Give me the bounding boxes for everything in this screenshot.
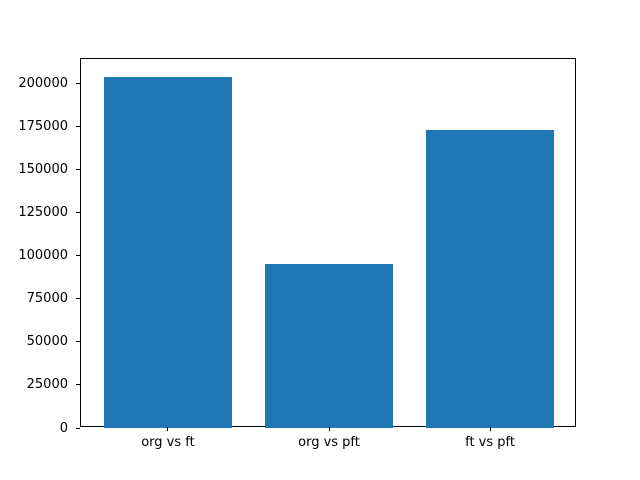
x-tick-label: org vs pft bbox=[298, 435, 360, 450]
bar-org-vs-ft bbox=[103, 76, 233, 428]
x-tick-mark bbox=[167, 427, 169, 431]
y-tick-label: 50000 bbox=[26, 334, 68, 350]
y-tick-label: 100000 bbox=[18, 248, 68, 264]
y-tick-mark bbox=[76, 298, 80, 300]
y-tick-mark bbox=[76, 82, 80, 84]
x-tick-mark bbox=[489, 427, 491, 431]
plot-area: 0 25000 50000 75000 100000 125000 150000 175000… bbox=[18, 58, 576, 450]
y-tick-mark bbox=[76, 169, 80, 171]
y-tick-label: 150000 bbox=[18, 162, 68, 178]
x-tick-mark bbox=[328, 427, 330, 431]
y-tick-label: 200000 bbox=[18, 75, 68, 91]
y-tick-label: 25000 bbox=[26, 377, 68, 393]
bar-org-vs-pft bbox=[264, 264, 394, 428]
y-tick-label: 0 bbox=[59, 420, 68, 436]
bar-ft-vs-pft bbox=[425, 129, 555, 428]
y-tick-mark bbox=[76, 126, 80, 128]
y-tick-mark bbox=[76, 255, 80, 257]
y-tick-mark bbox=[76, 427, 80, 429]
y-tick-label: 175000 bbox=[18, 119, 68, 135]
y-tick-mark bbox=[76, 341, 80, 343]
x-tick-label: ft vs pft bbox=[465, 435, 515, 450]
y-tick-mark bbox=[76, 384, 80, 386]
y-tick-label: 125000 bbox=[18, 205, 68, 221]
x-tick-label: org vs ft bbox=[141, 435, 195, 450]
y-tick-mark bbox=[76, 212, 80, 214]
y-tick-label: 75000 bbox=[26, 291, 68, 307]
